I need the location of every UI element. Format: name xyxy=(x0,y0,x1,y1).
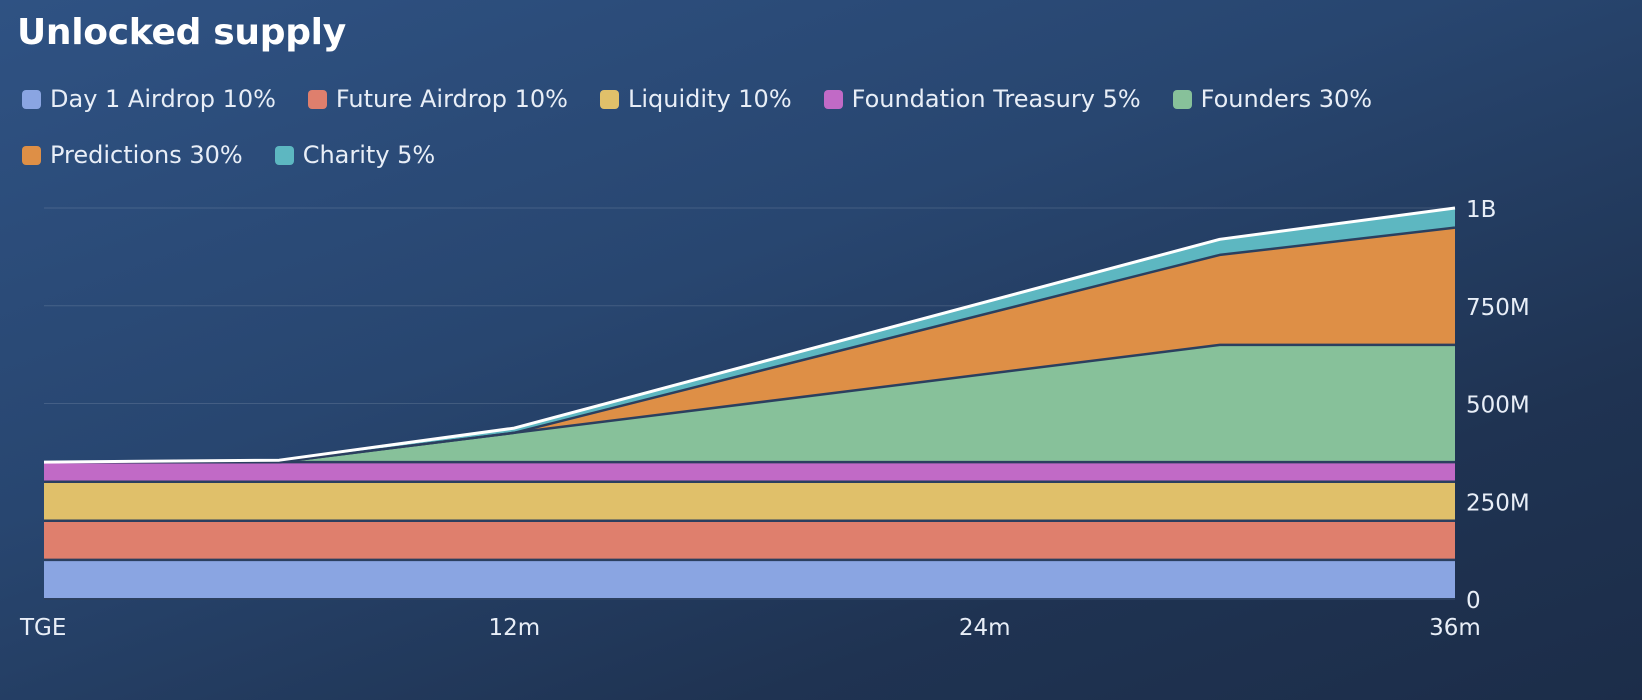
legend-item[interactable]: Day 1 Airdrop 10% xyxy=(22,80,276,118)
area-series xyxy=(44,559,1455,599)
x-tick-label: 12m xyxy=(488,615,540,641)
legend-swatch xyxy=(823,89,843,109)
legend-item[interactable]: Predictions 30% xyxy=(22,136,243,174)
legend-swatch xyxy=(1172,89,1192,109)
legend-label: Foundation Treasury 5% xyxy=(851,85,1141,113)
area-series xyxy=(44,227,1455,463)
x-tick-label: 36m xyxy=(1429,615,1481,641)
legend-label: Day 1 Airdrop 10% xyxy=(50,85,276,113)
legend-item[interactable]: Liquidity 10% xyxy=(599,80,792,118)
chart-title: Unlocked supply xyxy=(17,12,346,53)
y-tick-label: 1B xyxy=(1466,197,1496,223)
legend-item[interactable]: Foundation Treasury 5% xyxy=(823,80,1141,118)
legend-label: Future Airdrop 10% xyxy=(335,85,568,113)
legend-swatch xyxy=(307,89,327,109)
y-tick-label: 250M xyxy=(1466,490,1530,516)
legend-item[interactable]: Founders 30% xyxy=(1172,80,1373,118)
legend-item[interactable]: Charity 5% xyxy=(274,136,436,174)
legend-swatch xyxy=(22,89,41,109)
x-tick-label: 24m xyxy=(959,615,1011,641)
area-series xyxy=(44,462,1455,482)
x-tick-label: TGE xyxy=(19,615,66,641)
total-line xyxy=(43,206,1456,464)
legend-label: Founders 30% xyxy=(1200,85,1373,113)
area-series xyxy=(44,520,1455,560)
legend-label: Charity 5% xyxy=(302,141,436,169)
legend-swatch xyxy=(22,145,41,165)
legend-item[interactable]: Future Airdrop 10% xyxy=(307,80,568,118)
legend-label: Predictions 30% xyxy=(50,141,243,169)
y-tick-label: 750M xyxy=(1466,295,1530,321)
area-series xyxy=(44,481,1455,521)
chart-legend: Day 1 Airdrop 10% Future Airdrop 10% Liqui… xyxy=(22,80,1622,174)
legend-swatch xyxy=(274,145,294,165)
legend-label: Liquidity 10% xyxy=(627,85,792,113)
y-tick-label: 500M xyxy=(1466,393,1530,419)
legend-swatch xyxy=(599,89,619,109)
y-tick-label: 0 xyxy=(1466,588,1481,614)
